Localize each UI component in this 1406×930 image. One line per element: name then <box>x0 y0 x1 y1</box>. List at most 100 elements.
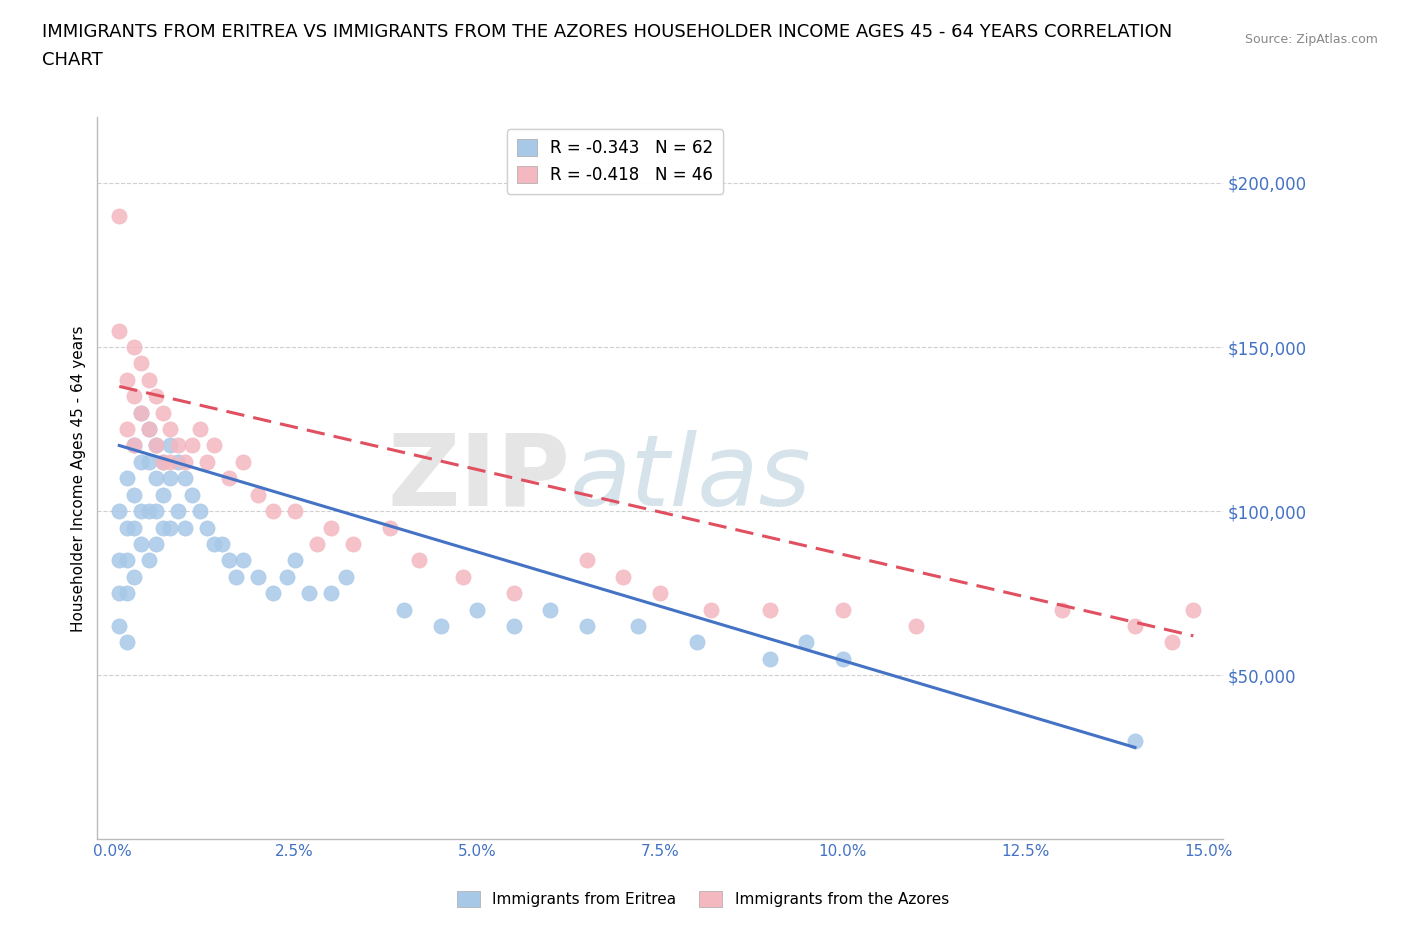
Point <box>122 339 145 354</box>
Point <box>174 455 197 470</box>
Point <box>408 553 430 568</box>
Point <box>247 569 270 584</box>
Point <box>159 455 181 470</box>
Legend: R = -0.343   N = 62, R = -0.418   N = 46: R = -0.343 N = 62, R = -0.418 N = 46 <box>506 129 723 194</box>
Point <box>502 618 524 633</box>
Point <box>451 569 474 584</box>
Text: CHART: CHART <box>42 51 103 69</box>
Point <box>1123 734 1146 749</box>
Point <box>298 586 321 601</box>
Point <box>232 455 254 470</box>
Point <box>305 537 328 551</box>
Point <box>159 438 181 453</box>
Point <box>129 537 152 551</box>
Point <box>1160 635 1182 650</box>
Point <box>145 438 167 453</box>
Point <box>181 487 204 502</box>
Point <box>108 208 131 223</box>
Point <box>648 586 671 601</box>
Point <box>145 438 167 453</box>
Point <box>138 421 160 436</box>
Point <box>195 455 218 470</box>
Point <box>700 602 723 617</box>
Point <box>122 569 145 584</box>
Point <box>115 520 138 535</box>
Point <box>758 602 780 617</box>
Point <box>378 520 401 535</box>
Point <box>1050 602 1073 617</box>
Point <box>342 537 364 551</box>
Point <box>262 586 284 601</box>
Point <box>129 405 152 420</box>
Point <box>211 537 233 551</box>
Point <box>145 389 167 404</box>
Point <box>145 471 167 485</box>
Point <box>430 618 453 633</box>
Point <box>115 553 138 568</box>
Point <box>202 537 225 551</box>
Point <box>166 504 188 519</box>
Point <box>276 569 298 584</box>
Point <box>262 504 284 519</box>
Point <box>115 372 138 387</box>
Point <box>904 618 927 633</box>
Point <box>195 520 218 535</box>
Point <box>129 504 152 519</box>
Point <box>108 586 131 601</box>
Point <box>138 553 160 568</box>
Point <box>115 586 138 601</box>
Point <box>321 586 343 601</box>
Point <box>284 504 307 519</box>
Point <box>1123 618 1146 633</box>
Point <box>129 356 152 371</box>
Point <box>138 372 160 387</box>
Point <box>122 389 145 404</box>
Point <box>138 504 160 519</box>
Point <box>122 438 145 453</box>
Point <box>152 405 174 420</box>
Point <box>159 471 181 485</box>
Point <box>129 455 152 470</box>
Point <box>465 602 488 617</box>
Point <box>575 553 598 568</box>
Point <box>108 504 131 519</box>
Point <box>108 553 131 568</box>
Point <box>685 635 707 650</box>
Point <box>181 438 204 453</box>
Text: atlas: atlas <box>569 430 811 526</box>
Point <box>108 324 131 339</box>
Point <box>145 537 167 551</box>
Point <box>225 569 247 584</box>
Point <box>108 618 131 633</box>
Point <box>159 421 181 436</box>
Y-axis label: Householder Income Ages 45 - 64 years: Householder Income Ages 45 - 64 years <box>72 326 86 631</box>
Point <box>247 487 270 502</box>
Point <box>159 520 181 535</box>
Point <box>122 520 145 535</box>
Point <box>166 455 188 470</box>
Point <box>122 487 145 502</box>
Point <box>612 569 634 584</box>
Point <box>152 520 174 535</box>
Point <box>152 455 174 470</box>
Point <box>202 438 225 453</box>
Point <box>138 455 160 470</box>
Point <box>627 618 650 633</box>
Point <box>284 553 307 568</box>
Point <box>129 405 152 420</box>
Point <box>115 421 138 436</box>
Point <box>575 618 598 633</box>
Point <box>794 635 817 650</box>
Point <box>335 569 357 584</box>
Point <box>174 520 197 535</box>
Point <box>538 602 561 617</box>
Point <box>1182 602 1205 617</box>
Point <box>218 553 240 568</box>
Point <box>115 471 138 485</box>
Point <box>758 651 780 666</box>
Point <box>394 602 416 617</box>
Point <box>321 520 343 535</box>
Text: IMMIGRANTS FROM ERITREA VS IMMIGRANTS FROM THE AZORES HOUSEHOLDER INCOME AGES 45: IMMIGRANTS FROM ERITREA VS IMMIGRANTS FR… <box>42 23 1173 41</box>
Text: ZIP: ZIP <box>387 430 569 526</box>
Point <box>831 651 853 666</box>
